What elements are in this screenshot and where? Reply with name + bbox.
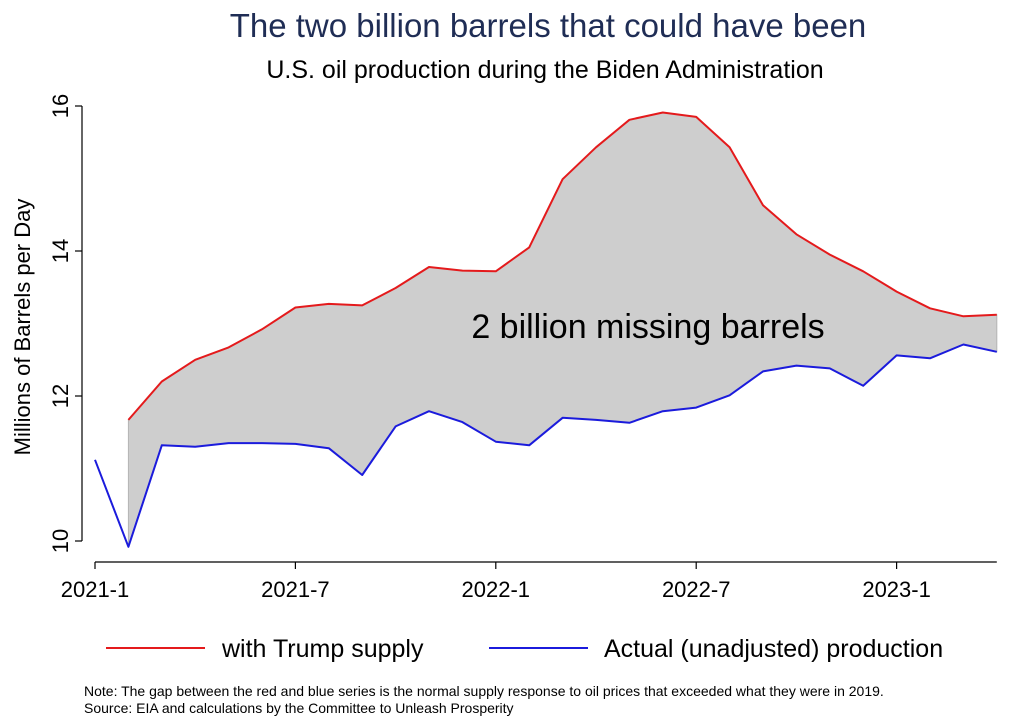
series-line-trump-supply (127, 111, 997, 421)
note-text: Note: The gap between the red and blue s… (84, 683, 884, 699)
legend-label-actual: Actual (unadjusted) production (604, 635, 943, 663)
y-tick-label: 10 (48, 529, 73, 553)
x-tick-label: 2023-1 (862, 577, 931, 602)
y-tick-label: 14 (48, 239, 73, 263)
x-tick-label: 2022-1 (462, 577, 531, 602)
y-axis-label: Millions of Barrels per Day (10, 199, 35, 456)
x-tick-label: 2022-7 (662, 577, 731, 602)
legend-label-trump: with Trump supply (221, 635, 424, 663)
source-text: Source: EIA and calculations by the Comm… (84, 700, 514, 716)
y-tick-label: 16 (48, 94, 73, 118)
y-tick-label: 12 (48, 384, 73, 408)
chart-title: The two billion barrels that could have … (230, 7, 867, 44)
x-tick-label: 2021-1 (61, 577, 130, 602)
series-line-actual-production (94, 343, 998, 548)
gap-annotation: 2 billion missing barrels (471, 308, 824, 346)
x-tick-label: 2021-7 (261, 577, 330, 602)
plot-area: 10 12 14 16 2021-1 2021-7 2022-1 2022-7 2023-1 (48, 94, 998, 602)
legend: with Trump supply Actual (unadjusted) pr… (106, 635, 943, 663)
chart-subtitle: U.S. oil production during the Biden Adm… (266, 56, 823, 84)
